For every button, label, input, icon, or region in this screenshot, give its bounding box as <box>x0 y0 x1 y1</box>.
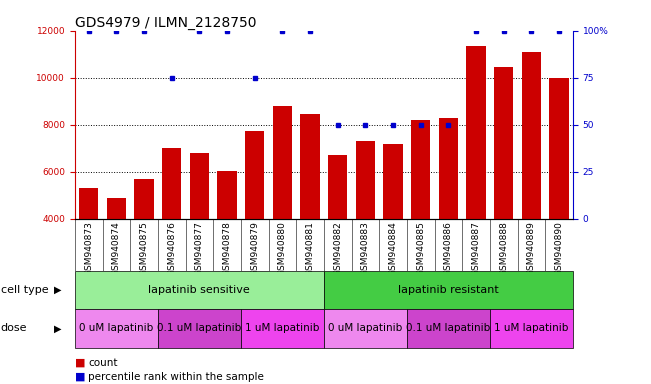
Text: count: count <box>88 358 117 368</box>
Bar <box>328 156 348 313</box>
Text: GSM940879: GSM940879 <box>250 222 259 276</box>
Text: ▶: ▶ <box>54 285 62 295</box>
Text: 1 uM lapatinib: 1 uM lapatinib <box>494 323 568 333</box>
Text: GSM940887: GSM940887 <box>471 222 480 276</box>
Text: GSM940881: GSM940881 <box>305 222 314 276</box>
Bar <box>324 271 573 309</box>
Text: GSM940876: GSM940876 <box>167 222 176 276</box>
Bar <box>324 309 407 348</box>
Bar <box>189 153 209 313</box>
Text: GSM940886: GSM940886 <box>444 222 453 276</box>
Text: GSM940888: GSM940888 <box>499 222 508 276</box>
Bar <box>490 309 573 348</box>
Text: lapatinib resistant: lapatinib resistant <box>398 285 499 295</box>
Bar <box>79 188 98 313</box>
Text: GSM940883: GSM940883 <box>361 222 370 276</box>
Bar <box>521 52 541 313</box>
Bar <box>466 46 486 313</box>
Text: ■: ■ <box>75 358 85 368</box>
Text: ■: ■ <box>75 372 85 382</box>
Text: GSM940884: GSM940884 <box>389 222 398 276</box>
Bar <box>383 144 403 313</box>
Bar <box>273 106 292 313</box>
Text: GSM940873: GSM940873 <box>84 222 93 276</box>
Bar <box>407 309 490 348</box>
Bar <box>158 309 241 348</box>
Bar <box>245 131 264 313</box>
Bar <box>494 67 514 313</box>
Text: GSM940880: GSM940880 <box>278 222 287 276</box>
Bar <box>411 120 430 313</box>
Text: GSM940890: GSM940890 <box>555 222 564 276</box>
Text: GSM940874: GSM940874 <box>112 222 121 276</box>
Text: 0.1 uM lapatinib: 0.1 uM lapatinib <box>158 323 242 333</box>
Text: GSM940877: GSM940877 <box>195 222 204 276</box>
Bar <box>75 309 158 348</box>
Text: 1 uM lapatinib: 1 uM lapatinib <box>245 323 320 333</box>
Bar <box>355 141 375 313</box>
Text: 0 uM lapatinib: 0 uM lapatinib <box>328 323 402 333</box>
Bar <box>134 179 154 313</box>
Bar <box>107 198 126 313</box>
Text: ▶: ▶ <box>54 323 62 333</box>
Text: GSM940878: GSM940878 <box>223 222 232 276</box>
Text: GSM940882: GSM940882 <box>333 222 342 276</box>
Bar <box>439 118 458 313</box>
Text: dose: dose <box>1 323 27 333</box>
Text: GSM940875: GSM940875 <box>139 222 148 276</box>
Text: GSM940885: GSM940885 <box>416 222 425 276</box>
Bar <box>217 170 237 313</box>
Text: lapatinib sensitive: lapatinib sensitive <box>148 285 250 295</box>
Bar <box>300 114 320 313</box>
Text: GSM940889: GSM940889 <box>527 222 536 276</box>
Bar <box>75 271 324 309</box>
Text: cell type: cell type <box>1 285 48 295</box>
Bar <box>549 78 569 313</box>
Text: 0 uM lapatinib: 0 uM lapatinib <box>79 323 154 333</box>
Bar <box>162 148 182 313</box>
Bar <box>241 309 324 348</box>
Text: 0.1 uM lapatinib: 0.1 uM lapatinib <box>406 323 490 333</box>
Text: GDS4979 / ILMN_2128750: GDS4979 / ILMN_2128750 <box>75 16 256 30</box>
Text: percentile rank within the sample: percentile rank within the sample <box>88 372 264 382</box>
